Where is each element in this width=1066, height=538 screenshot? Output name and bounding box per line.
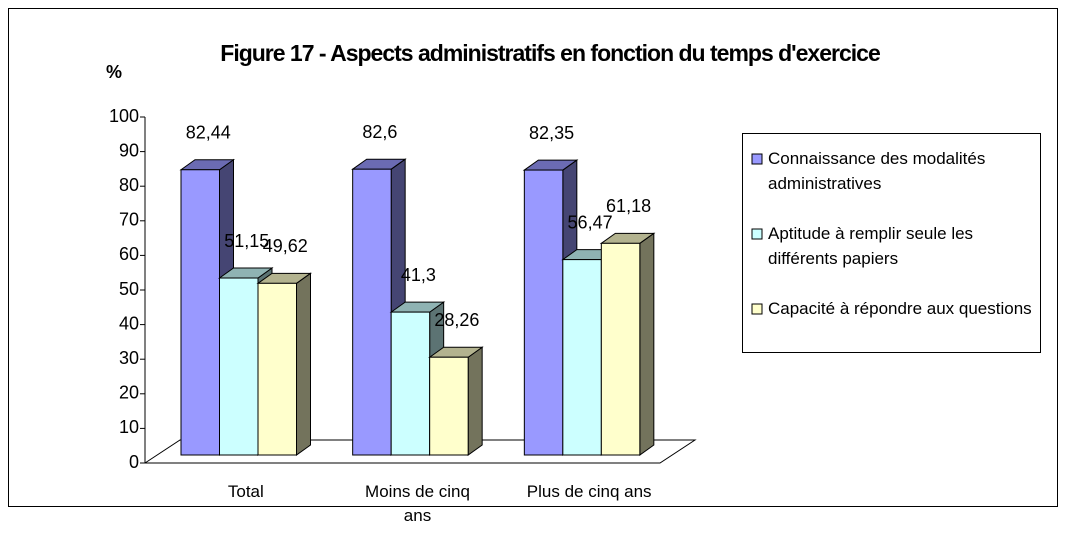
- bar: [352, 168, 392, 456]
- legend-swatch: [751, 228, 763, 240]
- legend-label: Aptitude à remplir seule les différents …: [768, 224, 974, 268]
- legend-box: [742, 133, 1041, 353]
- data-label: 49,62: [263, 236, 308, 256]
- bar-side: [296, 272, 311, 456]
- x-tick-label: Moins de cinq ans: [365, 482, 470, 525]
- bar-side: [639, 232, 655, 456]
- chart-title: Figure 17 - Aspects administratifs en fo…: [220, 40, 880, 66]
- bar: [429, 356, 469, 456]
- data-label: 51,15: [224, 231, 269, 251]
- data-label: 82,44: [186, 123, 231, 143]
- y-tick-label: 30: [119, 348, 139, 368]
- y-tick-label: 10: [119, 417, 139, 437]
- chart-border: [8, 8, 1058, 507]
- bar: [562, 259, 602, 456]
- legend-swatch: [751, 153, 763, 165]
- data-label: 82,35: [529, 123, 574, 143]
- y-tick-label: 40: [119, 313, 139, 333]
- data-label: 82,6: [362, 122, 397, 142]
- bar: [219, 277, 259, 456]
- y-tick-label: 100: [109, 106, 139, 126]
- y-tick-label: 90: [119, 140, 139, 160]
- bar-side: [467, 346, 483, 456]
- data-label: 41,3: [401, 265, 436, 285]
- y-tick-label: 50: [119, 279, 139, 299]
- data-label: 56,47: [568, 212, 613, 232]
- y-tick-label: 60: [119, 244, 139, 264]
- bar: [180, 169, 220, 456]
- bar: [257, 282, 297, 456]
- data-label: 61,18: [606, 196, 651, 216]
- legend-swatch: [751, 303, 763, 315]
- data-label: 28,26: [434, 310, 479, 330]
- x-tick-label: Plus de cinq ans: [526, 482, 652, 501]
- y-axis-label: %: [106, 62, 123, 82]
- legend-label: Capacité à répondre aux questions: [768, 299, 1032, 318]
- bar: [600, 242, 641, 456]
- x-tick-label: Total: [227, 482, 264, 501]
- bar: [523, 169, 564, 456]
- y-tick-label: 20: [119, 383, 139, 403]
- y-tick-label: 70: [119, 210, 139, 230]
- legend-label: Connaissance des modalités administrativ…: [768, 149, 986, 193]
- bar: [390, 311, 431, 456]
- y-tick-label: 0: [129, 452, 139, 472]
- y-tick-label: 80: [119, 175, 139, 195]
